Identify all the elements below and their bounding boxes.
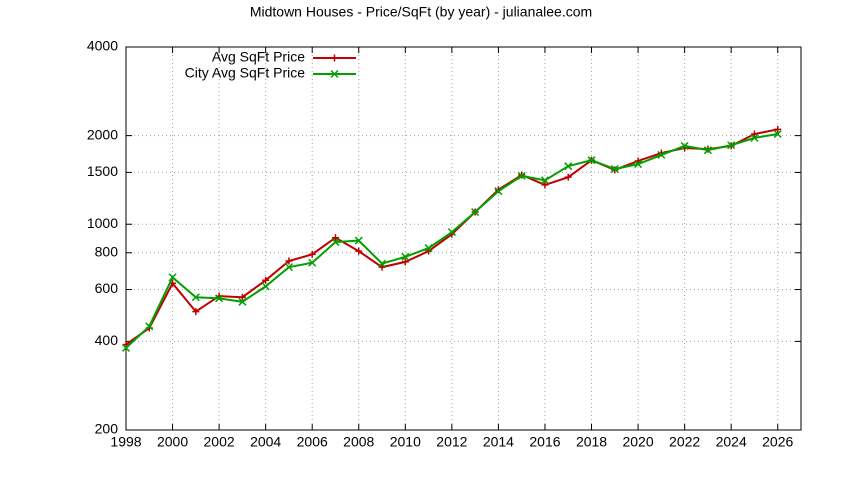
data-point (447, 228, 456, 237)
x-tick-label: 2012 (436, 434, 467, 450)
data-point (750, 130, 758, 138)
data-point (773, 129, 782, 139)
legend-label: Avg SqFt Price (212, 49, 305, 65)
data-point (191, 293, 200, 302)
x-tick-label: 2000 (157, 434, 188, 450)
data-point (285, 257, 293, 265)
x-tick-label: 1998 (110, 434, 141, 450)
data-point (215, 294, 224, 303)
data-point (657, 150, 666, 159)
legend-label: City Avg SqFt Price (185, 65, 306, 81)
x-tick-label: 2026 (762, 434, 793, 450)
data-point (401, 258, 409, 266)
data-point (564, 173, 572, 181)
data-point (308, 250, 316, 258)
y-tick-label: 200 (95, 421, 119, 437)
y-tick-label: 4000 (87, 38, 118, 54)
x-tick-label: 2010 (390, 434, 421, 450)
data-point (774, 125, 782, 133)
x-tick-label: 2008 (343, 434, 374, 450)
x-tick-label: 2006 (297, 434, 328, 450)
legend-marker (331, 54, 338, 62)
data-point (401, 252, 410, 261)
x-tick-label: 2004 (250, 434, 281, 450)
x-tick-label: 2024 (716, 434, 747, 450)
data-point (145, 322, 154, 331)
x-tick-label: 2018 (576, 434, 607, 450)
data-point (331, 238, 340, 247)
data-point (703, 146, 712, 155)
data-point (610, 165, 619, 174)
x-tick-label: 2014 (483, 434, 514, 450)
data-point (168, 273, 177, 282)
data-point (494, 187, 503, 196)
data-point (284, 263, 293, 272)
legend-marker (330, 69, 339, 79)
data-point (238, 293, 246, 301)
data-point (354, 236, 363, 245)
data-point (680, 141, 689, 150)
y-tick-label: 1000 (87, 215, 118, 231)
chart-title: Midtown Houses - Price/SqFt (by year) - … (250, 4, 592, 20)
data-point (378, 259, 387, 268)
data-point (192, 308, 200, 316)
data-point (587, 156, 596, 165)
data-point (378, 263, 386, 271)
data-point (541, 181, 549, 189)
data-point (355, 247, 363, 255)
data-point (517, 171, 526, 180)
y-tick-label: 600 (95, 280, 119, 296)
y-tick-label: 400 (95, 332, 119, 348)
data-point (750, 133, 759, 142)
x-tick-label: 2002 (204, 434, 235, 450)
data-point (331, 234, 339, 242)
y-tick-label: 1500 (87, 163, 118, 179)
x-tick-label: 2020 (622, 434, 653, 450)
plot-frame (125, 46, 802, 431)
y-tick-label: 2000 (87, 126, 118, 142)
data-point (564, 162, 573, 171)
x-tick-label: 2016 (529, 434, 560, 450)
data-point (540, 176, 549, 185)
data-point (262, 276, 270, 284)
data-point (727, 141, 736, 150)
data-point (471, 208, 480, 217)
data-point (261, 282, 270, 291)
data-point (424, 244, 433, 253)
data-point (308, 258, 317, 267)
x-tick-label: 2022 (669, 434, 700, 450)
y-tick-label: 800 (95, 243, 119, 259)
data-point (634, 160, 643, 169)
data-point (238, 297, 247, 306)
data-point (121, 343, 131, 352)
